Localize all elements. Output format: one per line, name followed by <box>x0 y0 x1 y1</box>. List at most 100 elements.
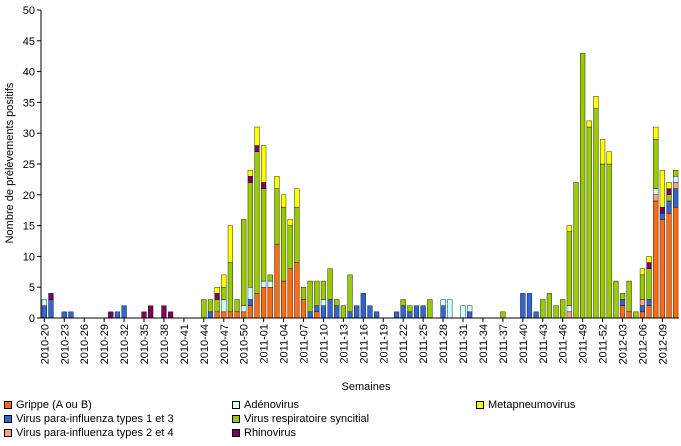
bar-segment <box>440 305 446 319</box>
y-tick-label: 20 <box>23 190 35 202</box>
x-tick-label: 2011-49 <box>578 324 590 364</box>
bar-segment <box>400 299 406 306</box>
x-tick-label: 2011-16 <box>358 324 370 364</box>
bar-segment <box>646 262 652 269</box>
bar-segment <box>254 151 260 294</box>
y-tick-label: 10 <box>23 251 35 263</box>
legend-label: Metapneumovirus <box>488 399 576 411</box>
bar-segment <box>247 169 253 177</box>
bar-segment <box>653 200 659 319</box>
bar-segment <box>440 299 446 306</box>
bar-segment <box>320 280 327 300</box>
bar-segment <box>606 151 612 165</box>
bar-segment <box>673 182 679 189</box>
bar-segment <box>207 299 214 313</box>
bar-segment <box>254 293 260 319</box>
bar-segment <box>653 126 659 140</box>
bar-segment <box>334 305 340 319</box>
bar-segment <box>307 280 313 313</box>
bar-segment <box>294 262 300 319</box>
x-tick-label: 2011-07 <box>299 324 311 364</box>
legend-item: Virus para-influenza types 2 et 4 <box>4 426 174 440</box>
bar-segment <box>467 311 473 319</box>
bar-segment <box>108 311 114 319</box>
x-tick-label: 2012-06 <box>637 324 649 364</box>
bar-segment <box>646 268 652 300</box>
bar-segment <box>214 311 220 319</box>
bar-segment <box>553 305 559 319</box>
bar-segment <box>300 299 307 319</box>
bar-segment <box>673 206 679 319</box>
bar-segment <box>314 280 320 306</box>
x-tick-label: 2011-46 <box>558 324 570 364</box>
legend-label: Virus para-influenza types 2 et 4 <box>16 427 174 439</box>
bar-segment <box>314 311 320 319</box>
bar-segment <box>247 182 253 288</box>
bar-segment <box>261 182 267 189</box>
bar-segment <box>533 311 539 319</box>
legend-swatch <box>4 415 12 423</box>
bar-segment <box>347 311 353 319</box>
bar-segment <box>241 311 247 319</box>
bar-segment <box>500 311 506 319</box>
bar-segment <box>586 126 592 319</box>
bar-segment <box>48 299 54 319</box>
bar-segment <box>460 305 466 319</box>
bar-segment <box>214 287 220 294</box>
bar-segment <box>599 139 606 165</box>
bar-segment <box>294 188 300 208</box>
bar-segment <box>247 305 253 319</box>
bar-segment <box>41 305 47 319</box>
bar-segment <box>121 305 127 319</box>
x-tick-label: 2011-52 <box>598 324 610 364</box>
x-tick-label: 2010-20 <box>39 324 51 364</box>
y-axis-title: Nombre de prélèvements positifs <box>4 82 16 243</box>
bar-segment <box>68 311 74 319</box>
bar-segment <box>407 311 413 319</box>
bar-segment <box>666 188 672 195</box>
bar-segment <box>526 293 533 319</box>
y-tick-label: 30 <box>23 128 35 140</box>
bar-segment <box>393 311 400 319</box>
y-tick-label: 50 <box>23 5 35 17</box>
bar-segment <box>354 305 360 319</box>
x-tick-label: 2012-03 <box>618 324 630 364</box>
bar-segment <box>254 126 260 146</box>
bar-segment <box>427 299 433 319</box>
bar-segment <box>300 287 307 300</box>
bar-segment <box>221 287 227 300</box>
bar-segment <box>573 182 579 319</box>
bar-segment <box>367 305 373 319</box>
bar-segment <box>626 280 632 313</box>
bar-segment <box>221 311 227 319</box>
y-tick-label: 25 <box>23 159 35 171</box>
bar-segment <box>201 299 207 319</box>
bar-segment <box>287 225 293 269</box>
bar-segment <box>593 96 599 109</box>
x-tick-label: 2010-32 <box>119 324 131 364</box>
x-tick-label: 2011-01 <box>259 324 271 364</box>
x-tick-label: 2010-26 <box>79 324 91 364</box>
bar-segment <box>314 305 320 313</box>
bar-segment <box>673 169 679 177</box>
bar-segment <box>580 52 586 319</box>
legend-item: Metapneumovirus <box>476 398 575 412</box>
legend-swatch <box>4 429 12 437</box>
bar-segment <box>566 231 572 306</box>
bar-segment <box>267 287 273 319</box>
legend-item: Virus para-influenza types 1 et 3 <box>4 412 174 426</box>
bar-segment <box>141 311 147 319</box>
bar-segment <box>646 299 652 306</box>
bar-segment <box>280 280 287 319</box>
bar-segment <box>261 188 267 282</box>
bar-segment <box>613 280 619 319</box>
bar-segment <box>447 299 453 319</box>
legend-item: Virus respiratoire syncitial <box>232 412 369 426</box>
x-tick-label: 2011-43 <box>538 324 550 364</box>
bar-segment <box>227 225 233 263</box>
bar-segment <box>400 305 406 319</box>
bar-segment <box>227 311 233 319</box>
bar-segment <box>659 206 665 214</box>
bar-segment <box>560 299 566 319</box>
